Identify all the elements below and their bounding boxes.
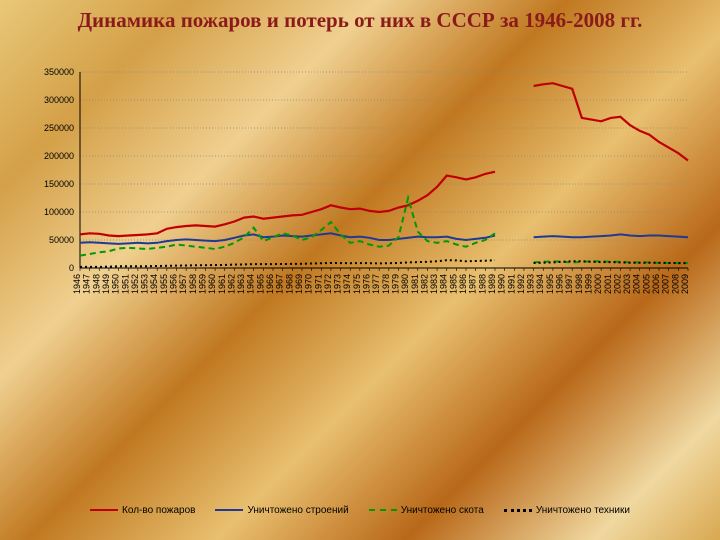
svg-text:2004: 2004 (632, 274, 642, 294)
legend-item: Уничтожено строений (215, 505, 348, 516)
svg-text:1991: 1991 (506, 274, 516, 294)
svg-text:1955: 1955 (159, 274, 169, 294)
svg-text:1947: 1947 (82, 274, 92, 294)
svg-text:1946: 1946 (72, 274, 82, 294)
svg-text:1971: 1971 (313, 274, 323, 294)
svg-text:1952: 1952 (130, 274, 140, 294)
svg-text:1994: 1994 (535, 274, 545, 294)
svg-text:1950: 1950 (111, 274, 121, 294)
legend: Кол-во пожаров Уничтожено строений Уничтож… (0, 505, 720, 516)
svg-text:1965: 1965 (255, 274, 265, 294)
svg-text:1960: 1960 (207, 274, 217, 294)
svg-text:1989: 1989 (487, 274, 497, 294)
svg-text:1967: 1967 (275, 274, 285, 294)
svg-text:1959: 1959 (197, 274, 207, 294)
svg-text:1998: 1998 (574, 274, 584, 294)
svg-text:1999: 1999 (583, 274, 593, 294)
svg-text:1977: 1977 (371, 274, 381, 294)
series-livestock (80, 198, 495, 256)
svg-text:0: 0 (69, 263, 74, 273)
svg-text:1985: 1985 (448, 274, 458, 294)
svg-text:1993: 1993 (526, 274, 536, 294)
svg-text:1980: 1980 (400, 274, 410, 294)
svg-text:2001: 2001 (603, 274, 613, 294)
svg-text:1968: 1968 (284, 274, 294, 294)
legend-item: Уничтожено скота (369, 505, 484, 516)
svg-text:1961: 1961 (217, 274, 227, 294)
svg-text:1983: 1983 (429, 274, 439, 294)
legend-item: Уничтожено техники (504, 505, 630, 516)
svg-text:1954: 1954 (149, 274, 159, 294)
svg-text:1974: 1974 (342, 274, 352, 294)
legend-swatch (215, 509, 243, 511)
legend-item: Кол-во пожаров (90, 505, 195, 516)
svg-text:1992: 1992 (516, 274, 526, 294)
svg-text:2009: 2009 (680, 274, 690, 294)
legend-label: Уничтожено скота (401, 505, 484, 516)
svg-text:1988: 1988 (477, 274, 487, 294)
series-fires (534, 83, 688, 160)
svg-text:1964: 1964 (246, 274, 256, 294)
svg-text:1986: 1986 (458, 274, 468, 294)
legend-label: Кол-во пожаров (122, 505, 195, 516)
chart-title: Динамика пожаров и потерь от них в СССР … (0, 8, 720, 32)
line-chart: 0 50000 100000 150000 200000 250000 300000 3500… (28, 68, 692, 388)
svg-text:1958: 1958 (188, 274, 198, 294)
svg-text:100000: 100000 (44, 207, 74, 217)
svg-text:2000: 2000 (593, 274, 603, 294)
svg-text:1995: 1995 (545, 274, 555, 294)
svg-text:150000: 150000 (44, 179, 74, 189)
svg-text:2003: 2003 (622, 274, 632, 294)
svg-text:1970: 1970 (304, 274, 314, 294)
svg-text:1975: 1975 (352, 274, 362, 294)
svg-text:1978: 1978 (381, 274, 391, 294)
svg-text:350000: 350000 (44, 68, 74, 77)
svg-text:50000: 50000 (49, 235, 74, 245)
legend-swatch (90, 509, 118, 511)
svg-text:1996: 1996 (555, 274, 565, 294)
svg-text:1949: 1949 (101, 274, 111, 294)
svg-text:1966: 1966 (265, 274, 275, 294)
svg-text:1972: 1972 (323, 274, 333, 294)
svg-text:1981: 1981 (410, 274, 420, 294)
series-equipment (80, 260, 495, 267)
svg-text:1969: 1969 (294, 274, 304, 294)
svg-text:1997: 1997 (564, 274, 574, 294)
svg-text:1953: 1953 (140, 274, 150, 294)
svg-text:250000: 250000 (44, 123, 74, 133)
series-buildings (534, 234, 688, 237)
svg-text:1963: 1963 (236, 274, 246, 294)
svg-text:1984: 1984 (439, 274, 449, 294)
svg-text:2006: 2006 (651, 274, 661, 294)
series-fires (80, 172, 495, 236)
legend-swatch (369, 509, 397, 511)
svg-text:300000: 300000 (44, 95, 74, 105)
svg-text:200000: 200000 (44, 151, 74, 161)
svg-text:1987: 1987 (468, 274, 478, 294)
legend-label: Уничтожено строений (247, 505, 348, 516)
svg-text:1948: 1948 (91, 274, 101, 294)
svg-text:2005: 2005 (641, 274, 651, 294)
svg-text:2008: 2008 (670, 274, 680, 294)
svg-text:1979: 1979 (390, 274, 400, 294)
svg-text:2002: 2002 (612, 274, 622, 294)
svg-text:1982: 1982 (419, 274, 429, 294)
svg-text:1951: 1951 (120, 274, 130, 294)
legend-swatch (504, 509, 532, 512)
svg-text:1976: 1976 (362, 274, 372, 294)
svg-text:1973: 1973 (333, 274, 343, 294)
svg-text:1990: 1990 (497, 274, 507, 294)
legend-label: Уничтожено техники (536, 505, 630, 516)
svg-text:2007: 2007 (661, 274, 671, 294)
svg-text:1956: 1956 (169, 274, 179, 294)
svg-text:1957: 1957 (178, 274, 188, 294)
svg-text:1962: 1962 (226, 274, 236, 294)
